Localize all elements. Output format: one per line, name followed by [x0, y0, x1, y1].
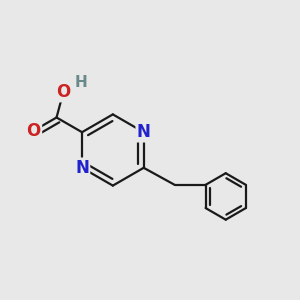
Text: H: H: [74, 74, 87, 89]
Text: N: N: [75, 159, 89, 177]
Text: N: N: [137, 123, 151, 141]
Text: O: O: [27, 122, 41, 140]
Text: O: O: [56, 83, 70, 101]
